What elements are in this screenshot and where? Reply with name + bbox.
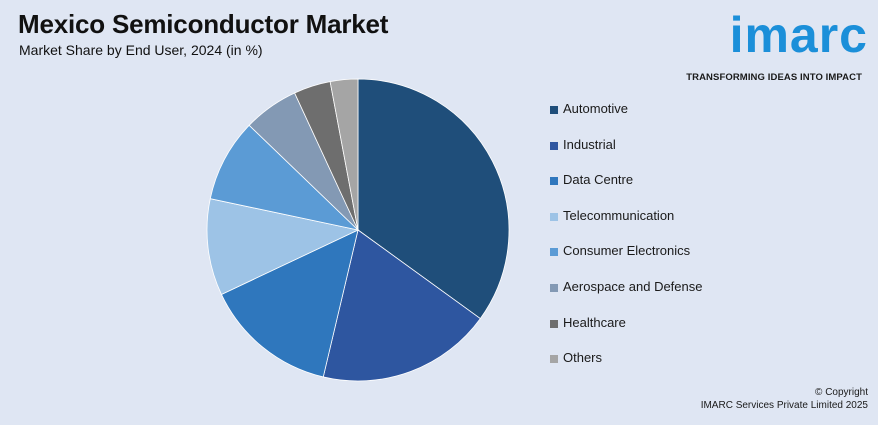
pie-slice-data-centre xyxy=(220,229,359,378)
legend-label: Telecommunication xyxy=(563,207,675,223)
logo-wordmark: imarc xyxy=(729,7,868,63)
pie-slice-industrial xyxy=(322,229,481,382)
legend-swatch xyxy=(550,283,558,292)
legend-item-data-centre: Data Centre xyxy=(550,172,702,208)
imarc-logo: imarc TRANSFORMING IDEAS INTO IMPACT xyxy=(686,6,868,83)
legend-item-aerospace-and-defense: Aerospace and Defense xyxy=(550,279,702,315)
legend-swatch xyxy=(550,248,558,257)
legend-label: Industrial xyxy=(563,136,616,152)
chart-subtitle: Market Share by End User, 2024 (in %) xyxy=(19,42,263,58)
pie-slice-telecommunication xyxy=(206,198,360,295)
legend-swatch xyxy=(550,319,558,328)
legend-label: Aerospace and Defense xyxy=(563,278,703,294)
logo-tagline: TRANSFORMING IDEAS INTO IMPACT xyxy=(686,72,862,83)
chart-legend: Automotive Industrial Data Centre Telecommu… xyxy=(550,101,702,386)
chart-title: Mexico Semiconductor Market xyxy=(18,9,389,39)
legend-item-healthcare: Healthcare xyxy=(550,315,702,351)
legend-item-industrial: Industrial xyxy=(550,137,702,173)
legend-swatch xyxy=(550,106,558,114)
pie-slice-consumer-electronics xyxy=(209,124,360,231)
pie-slice-automotive xyxy=(357,78,510,320)
legend-swatch xyxy=(550,355,558,364)
legend-swatch xyxy=(550,212,558,221)
legend-item-telecommunication: Telecommunication xyxy=(550,208,702,244)
legend-item-automotive: Automotive xyxy=(550,101,702,137)
copyright-company: IMARC Services Private Limited 2025 xyxy=(700,400,868,411)
legend-swatch xyxy=(550,141,558,150)
legend-item-consumer-electronics: Consumer Electronics xyxy=(550,243,702,279)
legend-label: Automotive xyxy=(563,101,629,116)
legend-label: Healthcare xyxy=(563,314,626,330)
legend-label: Others xyxy=(563,350,603,366)
legend-item-others: Others xyxy=(550,350,702,386)
copyright-notice: © Copyright IMARC Services Private Limit… xyxy=(701,386,868,412)
legend-label: Data Centre xyxy=(563,172,634,188)
legend-label: Consumer Electronics xyxy=(563,243,691,259)
legend-swatch xyxy=(550,177,558,186)
pie-slice-others xyxy=(329,78,359,231)
copyright-line: © Copyright xyxy=(815,387,868,398)
